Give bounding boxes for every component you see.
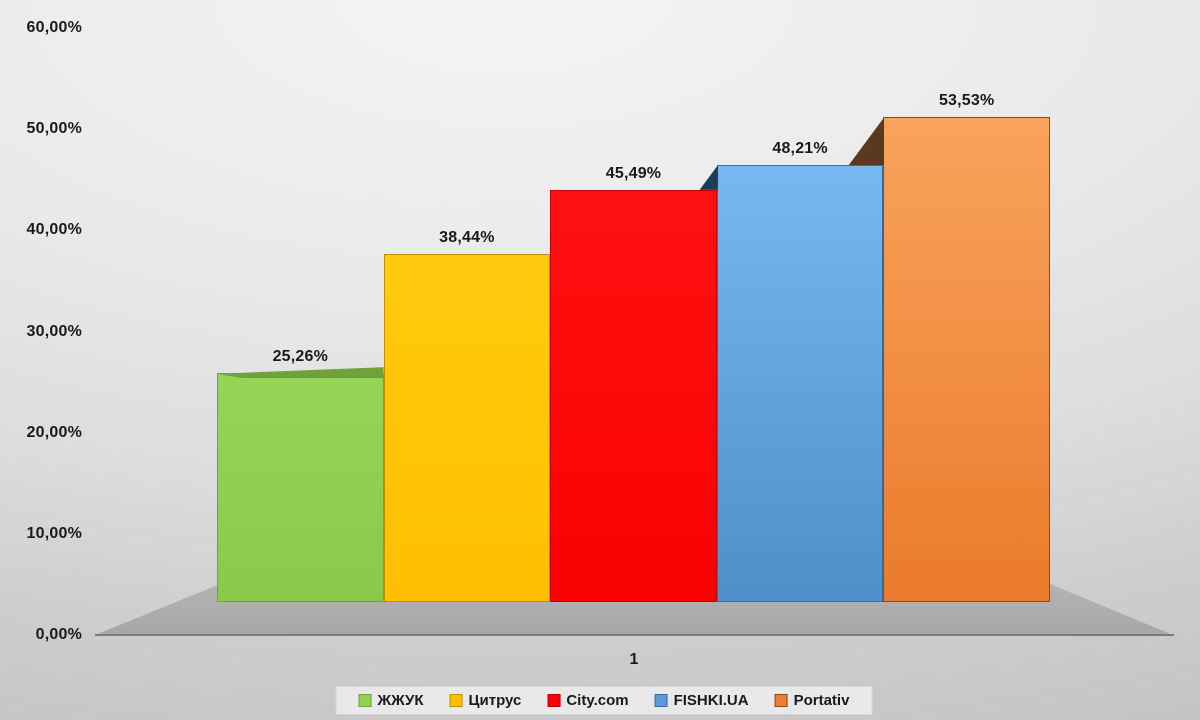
bar-value-label: 48,21% (772, 140, 828, 158)
legend-item: Цитрус (449, 692, 522, 709)
y-tick-label: 40,00% (26, 221, 82, 239)
legend-marker-icon (449, 694, 463, 707)
legend-marker-icon (547, 694, 561, 707)
legend-marker-icon (774, 694, 788, 707)
legend-label: ЖЖУК (377, 692, 424, 709)
legend-label: Portativ (793, 692, 850, 709)
bar-1 (217, 373, 384, 602)
bar-value-label: 53,53% (938, 91, 995, 109)
y-tick-label: 60,00% (26, 19, 82, 36)
chart-legend: ЖЖУК Цитрус City.com FISHKI.UA Portativ (335, 686, 873, 715)
x-axis-category-label: 1 (629, 651, 639, 668)
legend-item: FISHKI.UA (654, 692, 749, 709)
legend-marker-icon (358, 694, 372, 707)
bar-value-label: 25,26% (272, 348, 329, 366)
bar-2 (383, 253, 551, 602)
legend-item: City.com (547, 692, 629, 709)
legend-marker-icon (654, 694, 668, 707)
bar-5 (883, 116, 1050, 602)
legend-item: ЖЖУК (358, 692, 424, 709)
y-tick-label: 20,00% (26, 423, 82, 441)
legend-label: Цитрус (468, 692, 522, 709)
y-tick-label: 10,00% (26, 525, 82, 542)
y-tick-label: 30,00% (26, 322, 82, 340)
legend-label: City.com (566, 692, 629, 709)
legend-label: FISHKI.UA (673, 692, 749, 709)
bar-3d-top-face (217, 367, 384, 379)
bar-4 (716, 165, 884, 602)
bar-value-label: 45,49% (605, 164, 662, 182)
bar-value-label: 38,44% (439, 228, 495, 246)
x-axis-line (95, 634, 1174, 636)
y-tick-label: 50,00% (26, 120, 82, 138)
y-tick-label: 0,00% (35, 626, 82, 644)
legend-item: Portativ (774, 692, 850, 709)
bar-3 (550, 189, 717, 602)
